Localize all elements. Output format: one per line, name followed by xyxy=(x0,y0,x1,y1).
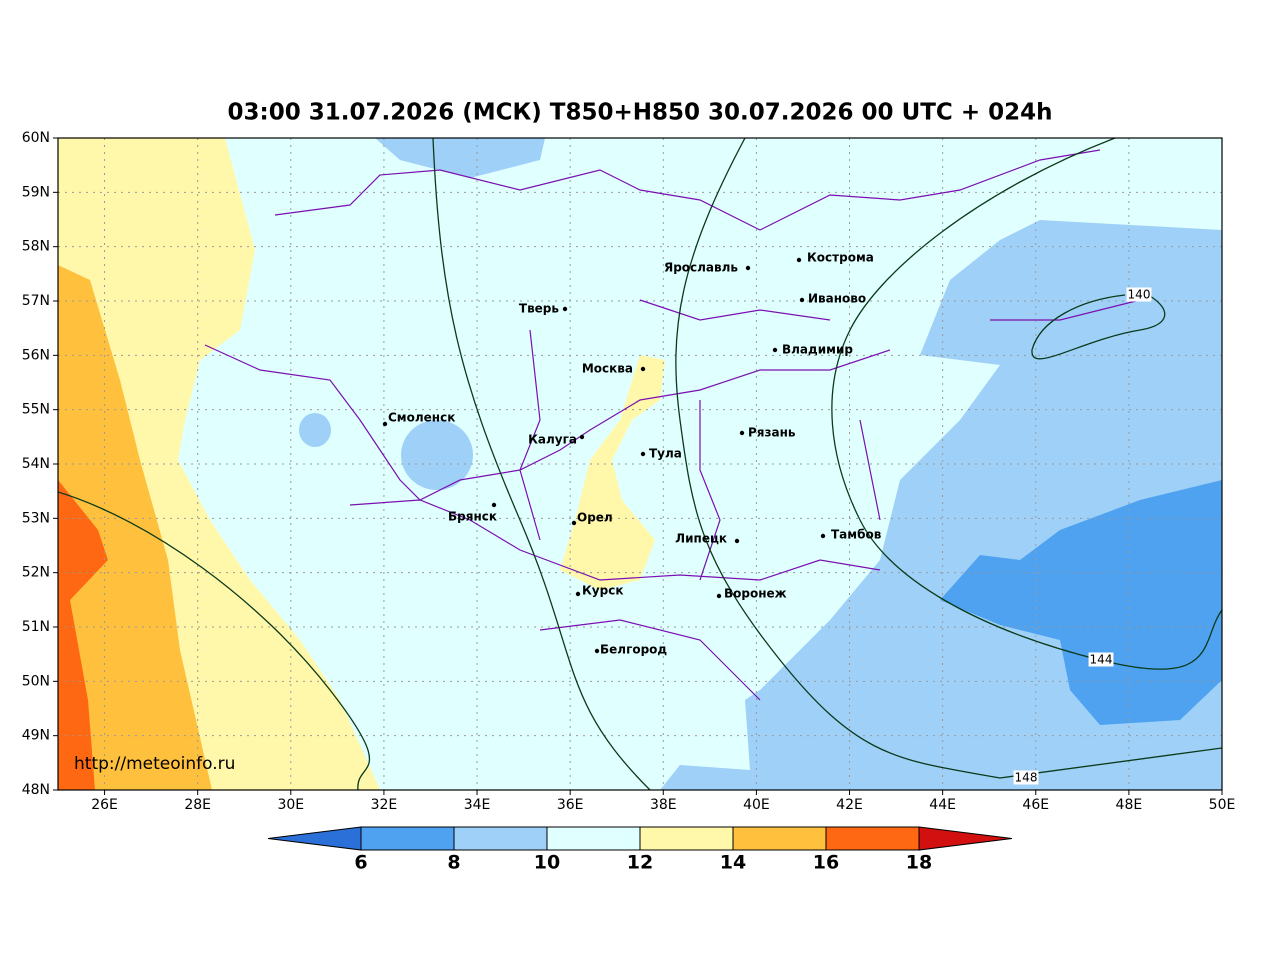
y-tick-label: 56N xyxy=(22,347,50,363)
city-dot xyxy=(772,347,778,353)
city-label: Тверь xyxy=(519,302,560,316)
city-dot xyxy=(820,533,826,539)
colorbar-box xyxy=(360,826,455,851)
colorbar-box xyxy=(825,826,920,851)
y-tick-label: 53N xyxy=(22,510,50,526)
cold-area xyxy=(940,480,1222,725)
city-label: Владимир xyxy=(782,343,853,357)
warm-area xyxy=(58,265,212,790)
contour xyxy=(831,138,1222,670)
contour xyxy=(1031,294,1166,360)
warm-area xyxy=(58,480,108,790)
city-dot xyxy=(716,593,722,599)
x-tick-label: 32E xyxy=(371,797,398,813)
contour-label: 140 xyxy=(1128,288,1151,302)
city-label: Тула xyxy=(649,447,682,461)
colorbar-tick-label: 16 xyxy=(813,852,839,874)
x-tick-label: 48E xyxy=(1116,797,1143,813)
y-tick-label: 57N xyxy=(22,293,50,309)
y-tick-label: 51N xyxy=(22,619,50,635)
city-label: Рязань xyxy=(748,426,796,440)
contour xyxy=(58,491,371,790)
colorbar-extend xyxy=(267,826,362,851)
x-tick-label: 50E xyxy=(1209,797,1236,813)
contour-label-bg xyxy=(1126,287,1152,302)
x-tick-label: 42E xyxy=(836,797,863,813)
city-label: Ярославль xyxy=(664,261,738,275)
city-dot xyxy=(562,306,568,312)
x-tick-label: 46E xyxy=(1022,797,1049,813)
city-dot xyxy=(799,297,805,303)
contour-label: 148 xyxy=(1015,771,1038,785)
city-label: Тамбов xyxy=(831,528,882,542)
city-label: Кострома xyxy=(807,251,874,265)
x-tick-label: 28E xyxy=(184,797,211,813)
contour xyxy=(675,138,1222,779)
city-label: Липецк xyxy=(675,532,727,546)
contour-label-bg xyxy=(1088,652,1114,667)
city-label: Воронеж xyxy=(724,587,787,601)
title: 03:00 31.07.2026 (МСК) T850+H850 30.07.2… xyxy=(227,100,1052,126)
x-tick-label: 44E xyxy=(929,797,956,813)
city-label: Белгород xyxy=(600,643,667,657)
cool-area xyxy=(299,413,331,447)
colorbar-tick-label: 6 xyxy=(354,852,367,874)
city-label: Курск xyxy=(582,584,623,598)
city-label: Брянск xyxy=(448,510,497,524)
city-dot xyxy=(640,366,646,372)
x-tick-label: 36E xyxy=(557,797,584,813)
source-url: http://meteoinfo.ru xyxy=(74,754,235,774)
cool-area xyxy=(401,420,473,490)
city-label: Калуга xyxy=(528,433,577,447)
contour xyxy=(432,138,651,790)
colorbar-tick-label: 10 xyxy=(534,852,560,874)
y-tick-label: 60N xyxy=(22,130,50,146)
colorbar-box xyxy=(639,826,734,851)
city-dot xyxy=(571,520,577,526)
warm-area xyxy=(560,355,665,590)
city-dot xyxy=(579,434,585,440)
y-tick-label: 48N xyxy=(22,782,50,798)
colorbar-tick-label: 12 xyxy=(627,852,653,874)
cool-area xyxy=(375,138,545,178)
city-dot xyxy=(575,591,581,597)
colorbar-tick-label: 8 xyxy=(447,852,460,874)
city-dot xyxy=(594,648,600,654)
y-tick-label: 58N xyxy=(22,239,50,255)
colorbar-box xyxy=(546,826,641,851)
colorbar-extend xyxy=(918,826,1013,851)
x-tick-label: 38E xyxy=(650,797,677,813)
colorbar-tick-label: 14 xyxy=(720,852,746,874)
y-tick-label: 54N xyxy=(22,456,50,472)
city-dot xyxy=(491,502,497,508)
city-dot xyxy=(640,451,646,457)
city-dot xyxy=(739,430,745,436)
city-label: Иваново xyxy=(808,292,866,306)
x-tick-label: 26E xyxy=(91,797,118,813)
contour-label-bg xyxy=(1013,770,1039,785)
city-label: Орел xyxy=(577,511,613,525)
y-tick-label: 50N xyxy=(22,673,50,689)
city-label: Смоленск xyxy=(388,411,455,425)
y-tick-label: 55N xyxy=(22,402,50,418)
contour-label: 144 xyxy=(1090,653,1113,667)
map-area xyxy=(58,138,1222,790)
city-dot xyxy=(796,257,802,263)
city-dot xyxy=(745,265,751,271)
city-label: Москва xyxy=(582,362,633,376)
city-dot xyxy=(734,538,740,544)
y-tick-label: 52N xyxy=(22,565,50,581)
x-tick-label: 40E xyxy=(743,797,770,813)
colorbar-box xyxy=(732,826,827,851)
x-tick-label: 30E xyxy=(277,797,304,813)
colorbar-box xyxy=(453,826,548,851)
city-dot xyxy=(382,421,388,427)
y-tick-label: 59N xyxy=(22,184,50,200)
x-tick-label: 34E xyxy=(464,797,491,813)
y-tick-label: 49N xyxy=(22,728,50,744)
colorbar-tick-label: 18 xyxy=(906,852,932,874)
